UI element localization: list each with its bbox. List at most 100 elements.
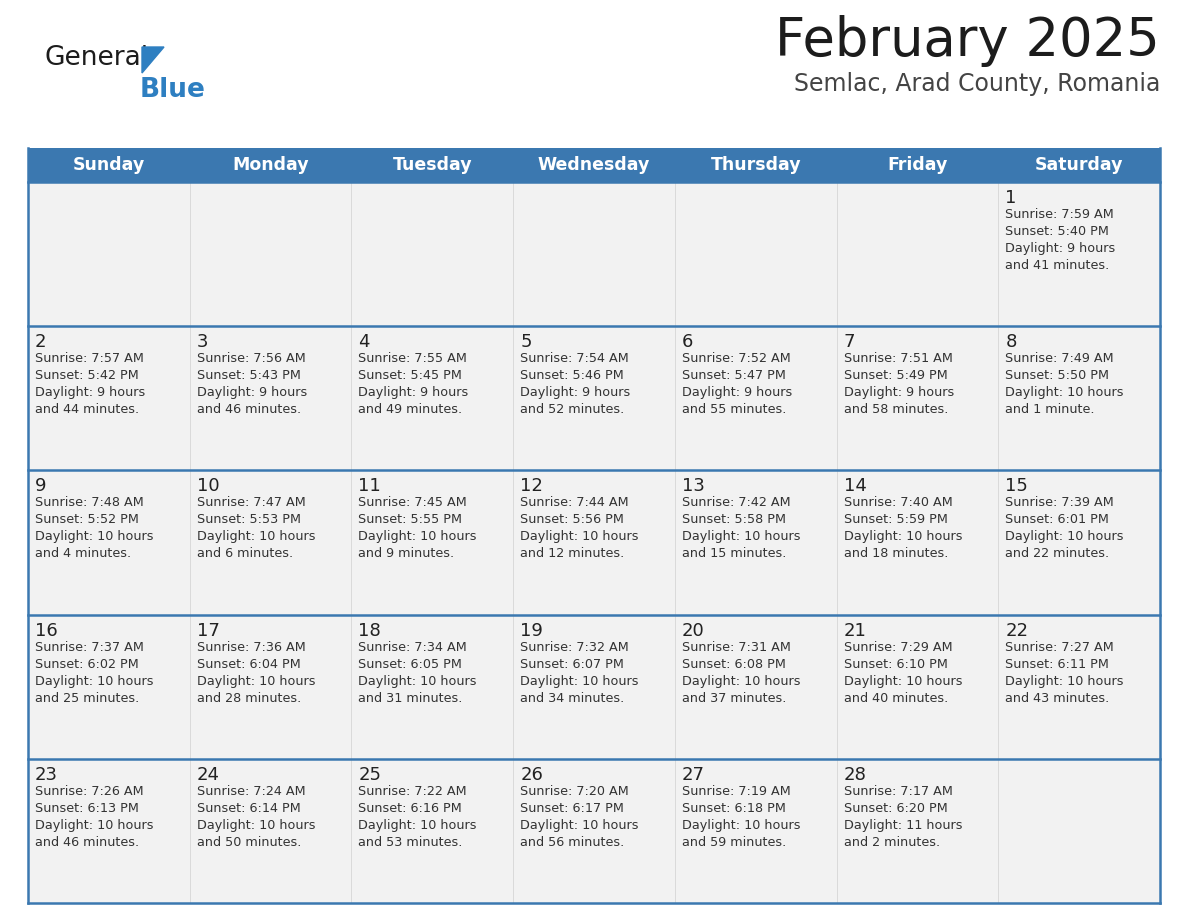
Text: Sunrise: 7:52 AM: Sunrise: 7:52 AM [682,353,790,365]
Text: Tuesday: Tuesday [392,156,472,174]
Text: Daylight: 9 hours: Daylight: 9 hours [682,386,792,399]
Text: Daylight: 10 hours: Daylight: 10 hours [197,675,315,688]
Text: 9: 9 [34,477,46,496]
Bar [29,614,190,759]
Text: Daylight: 10 hours: Daylight: 10 hours [843,531,962,543]
Text: 1: 1 [1005,189,1017,207]
Text: and 4 minutes.: and 4 minutes. [34,547,131,560]
Text: February 2025: February 2025 [776,15,1159,67]
Text: Sunset: 6:01 PM: Sunset: 6:01 PM [1005,513,1110,526]
Text: Wednesday: Wednesday [538,156,650,174]
Text: Daylight: 10 hours: Daylight: 10 hours [843,675,962,688]
Text: 19: 19 [520,621,543,640]
Text: Sunset: 6:18 PM: Sunset: 6:18 PM [682,801,785,815]
Text: Monday: Monday [233,156,309,174]
Bar [836,759,998,903]
Bar [998,470,1159,614]
Text: Daylight: 10 hours: Daylight: 10 hours [1005,531,1124,543]
Bar [29,148,1159,182]
Bar [675,470,836,614]
Text: Sunrise: 7:22 AM: Sunrise: 7:22 AM [359,785,467,798]
Text: Sunrise: 7:47 AM: Sunrise: 7:47 AM [197,497,305,509]
Text: Daylight: 10 hours: Daylight: 10 hours [359,531,476,543]
Bar [513,759,675,903]
Text: Sunset: 5:45 PM: Sunset: 5:45 PM [359,369,462,382]
Text: Sunrise: 7:31 AM: Sunrise: 7:31 AM [682,641,791,654]
Text: Sunrise: 7:54 AM: Sunrise: 7:54 AM [520,353,628,365]
Text: 17: 17 [197,621,220,640]
Bar [352,326,513,470]
Text: Sunrise: 7:37 AM: Sunrise: 7:37 AM [34,641,144,654]
Text: Sunset: 5:47 PM: Sunset: 5:47 PM [682,369,785,382]
Bar [513,326,675,470]
Text: Daylight: 10 hours: Daylight: 10 hours [197,819,315,832]
Text: and 1 minute.: and 1 minute. [1005,403,1095,416]
Text: 21: 21 [843,621,866,640]
Text: Daylight: 10 hours: Daylight: 10 hours [520,531,639,543]
Text: Daylight: 10 hours: Daylight: 10 hours [682,531,801,543]
Text: Sunrise: 7:42 AM: Sunrise: 7:42 AM [682,497,790,509]
Text: 24: 24 [197,766,220,784]
Text: 20: 20 [682,621,704,640]
Text: Sunset: 5:52 PM: Sunset: 5:52 PM [34,513,139,526]
Bar [352,470,513,614]
Text: Sunset: 6:02 PM: Sunset: 6:02 PM [34,657,139,671]
Bar [836,326,998,470]
Text: Sunset: 5:50 PM: Sunset: 5:50 PM [1005,369,1110,382]
Text: and 28 minutes.: and 28 minutes. [197,691,301,705]
Bar [513,470,675,614]
Text: and 56 minutes.: and 56 minutes. [520,835,625,849]
Text: 16: 16 [34,621,58,640]
Text: 28: 28 [843,766,866,784]
Text: 25: 25 [359,766,381,784]
Text: Sunset: 5:59 PM: Sunset: 5:59 PM [843,513,948,526]
Text: and 43 minutes.: and 43 minutes. [1005,691,1110,705]
Text: Daylight: 10 hours: Daylight: 10 hours [520,819,639,832]
Text: Sunrise: 7:26 AM: Sunrise: 7:26 AM [34,785,144,798]
Text: Sunrise: 7:24 AM: Sunrise: 7:24 AM [197,785,305,798]
Text: Sunset: 5:53 PM: Sunset: 5:53 PM [197,513,301,526]
Text: Sunset: 5:55 PM: Sunset: 5:55 PM [359,513,462,526]
Text: Sunrise: 7:39 AM: Sunrise: 7:39 AM [1005,497,1114,509]
Text: Daylight: 10 hours: Daylight: 10 hours [359,675,476,688]
Text: 26: 26 [520,766,543,784]
Text: Daylight: 10 hours: Daylight: 10 hours [1005,386,1124,399]
Bar [998,182,1159,326]
Text: Sunset: 6:07 PM: Sunset: 6:07 PM [520,657,624,671]
Text: Sunrise: 7:44 AM: Sunrise: 7:44 AM [520,497,628,509]
Text: Sunrise: 7:57 AM: Sunrise: 7:57 AM [34,353,144,365]
Text: General: General [45,45,150,71]
Text: and 40 minutes.: and 40 minutes. [843,691,948,705]
Bar [998,759,1159,903]
Text: 5: 5 [520,333,532,352]
Text: and 59 minutes.: and 59 minutes. [682,835,786,849]
Text: Sunrise: 7:29 AM: Sunrise: 7:29 AM [843,641,953,654]
Text: Sunset: 6:14 PM: Sunset: 6:14 PM [197,801,301,815]
Text: Sunset: 5:40 PM: Sunset: 5:40 PM [1005,225,1110,238]
Text: and 50 minutes.: and 50 minutes. [197,835,301,849]
Text: Sunset: 6:13 PM: Sunset: 6:13 PM [34,801,139,815]
Text: and 2 minutes.: and 2 minutes. [843,835,940,849]
Text: Semlac, Arad County, Romania: Semlac, Arad County, Romania [794,72,1159,96]
Text: and 6 minutes.: and 6 minutes. [197,547,292,560]
Bar [513,614,675,759]
Text: 14: 14 [843,477,866,496]
Text: and 55 minutes.: and 55 minutes. [682,403,786,416]
Text: Sunrise: 7:32 AM: Sunrise: 7:32 AM [520,641,628,654]
Text: 4: 4 [359,333,369,352]
Bar [352,614,513,759]
Bar [675,326,836,470]
Text: 7: 7 [843,333,855,352]
Bar [190,614,352,759]
Text: Sunrise: 7:59 AM: Sunrise: 7:59 AM [1005,208,1114,221]
Text: Daylight: 9 hours: Daylight: 9 hours [520,386,631,399]
Text: and 44 minutes.: and 44 minutes. [34,403,139,416]
Bar [190,759,352,903]
Bar [29,182,190,326]
Text: Sunset: 5:42 PM: Sunset: 5:42 PM [34,369,139,382]
Text: Sunrise: 7:49 AM: Sunrise: 7:49 AM [1005,353,1114,365]
Text: Sunrise: 7:56 AM: Sunrise: 7:56 AM [197,353,305,365]
Text: 18: 18 [359,621,381,640]
Text: 10: 10 [197,477,220,496]
Text: and 25 minutes.: and 25 minutes. [34,691,139,705]
